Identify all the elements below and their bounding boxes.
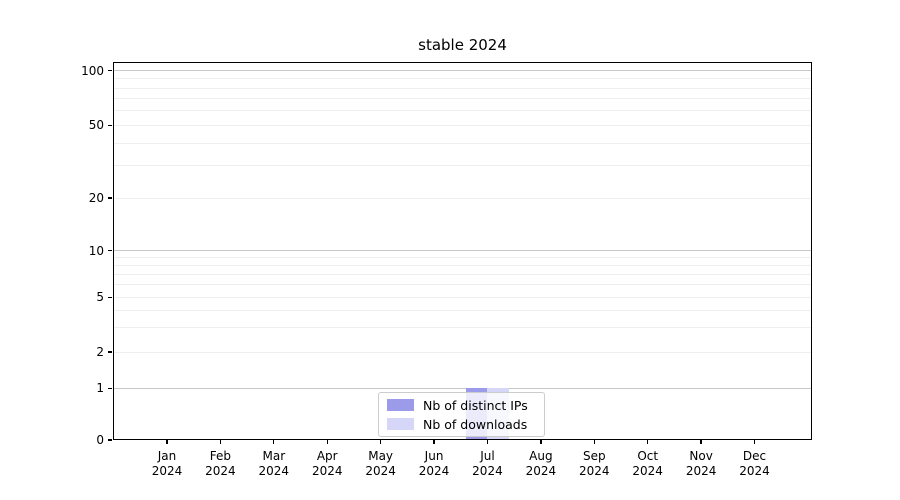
x-tick-mark bbox=[593, 440, 595, 444]
y-axis-tick-label: 10 bbox=[88, 243, 104, 258]
legend-label-distinct-ips: Nb of distinct IPs bbox=[423, 397, 528, 413]
chart-legend: Nb of distinct IPs Nb of downloads bbox=[378, 392, 545, 437]
y-axis-tick-label: 1 bbox=[96, 381, 104, 396]
x-tick-mark bbox=[753, 440, 756, 444]
gridline-minor bbox=[113, 78, 812, 80]
x-axis-tick-label: Oct 2024 bbox=[632, 449, 663, 478]
gridline-minor bbox=[113, 142, 812, 144]
y-tick-mark bbox=[108, 124, 112, 126]
x-axis-tick-label: Dec 2024 bbox=[739, 449, 770, 478]
x-axis-tick-label: Feb 2024 bbox=[205, 449, 236, 478]
x-tick-mark bbox=[273, 440, 275, 444]
gridline-minor bbox=[113, 274, 812, 276]
y-axis-tick-label: 2 bbox=[96, 345, 104, 359]
x-tick-mark bbox=[379, 440, 382, 444]
y-tick-mark bbox=[108, 249, 112, 252]
y-axis-tick-label: 50 bbox=[88, 118, 104, 133]
x-tick-mark bbox=[219, 440, 222, 444]
gridline-minor bbox=[113, 257, 812, 259]
gridline-minor bbox=[113, 87, 812, 89]
x-tick-mark bbox=[433, 440, 435, 444]
gridline-minor bbox=[113, 265, 812, 267]
legend-swatch-distinct-ips-icon bbox=[387, 399, 414, 411]
gridline-major bbox=[113, 70, 812, 72]
gridline-minor bbox=[113, 296, 812, 298]
x-axis-tick-label: May 2024 bbox=[365, 449, 396, 478]
gridline-minor bbox=[113, 197, 812, 199]
x-tick-mark bbox=[326, 440, 328, 444]
x-tick-mark bbox=[540, 440, 542, 444]
x-tick-mark bbox=[166, 440, 168, 444]
gridline-minor bbox=[113, 110, 812, 112]
gridline-minor bbox=[113, 124, 812, 126]
gridline-minor bbox=[113, 165, 812, 167]
y-tick-mark bbox=[108, 70, 112, 72]
gridline-minor bbox=[113, 351, 812, 353]
x-tick-mark bbox=[486, 440, 489, 444]
gridline-major bbox=[113, 387, 812, 389]
gridline-minor bbox=[113, 310, 812, 312]
gridline-minor bbox=[113, 327, 812, 329]
x-axis-tick-label: Apr 2024 bbox=[311, 449, 343, 478]
x-tick-mark bbox=[700, 440, 702, 444]
y-tick-mark bbox=[108, 351, 112, 353]
y-tick-mark bbox=[108, 439, 112, 441]
x-tick-mark bbox=[647, 440, 649, 444]
legend-label-downloads: Nb of downloads bbox=[423, 416, 528, 432]
x-axis-tick-label: Nov 2024 bbox=[685, 449, 717, 478]
y-axis-tick-label: 100 bbox=[81, 63, 104, 78]
legend-swatch-downloads-icon bbox=[387, 418, 414, 430]
x-axis-tick-label: Jul 2024 bbox=[472, 449, 503, 478]
gridline-minor bbox=[113, 284, 812, 286]
y-axis-tick-label: 5 bbox=[96, 290, 104, 305]
y-axis-tick-label: 0 bbox=[96, 433, 104, 447]
x-axis-tick-label: Jan 2024 bbox=[151, 449, 183, 478]
x-axis-tick-label: Jun 2024 bbox=[418, 449, 450, 478]
gridline-minor bbox=[113, 98, 812, 100]
y-tick-mark bbox=[108, 197, 112, 199]
y-tick-mark bbox=[108, 387, 112, 389]
y-tick-mark bbox=[108, 296, 112, 298]
legend-item-distinct-ips: Nb of distinct IPs bbox=[387, 399, 536, 412]
x-axis-tick-label: Sep 2024 bbox=[578, 449, 610, 478]
x-axis-tick-label: Aug 2024 bbox=[525, 449, 557, 478]
x-axis-tick-label: Mar 2024 bbox=[258, 449, 290, 478]
chart-title: stable 2024 bbox=[418, 36, 507, 54]
gridline-major bbox=[113, 250, 812, 251]
legend-item-downloads: Nb of downloads bbox=[387, 418, 536, 431]
y-axis-tick-label: 20 bbox=[88, 191, 104, 205]
plot-area bbox=[113, 62, 812, 440]
